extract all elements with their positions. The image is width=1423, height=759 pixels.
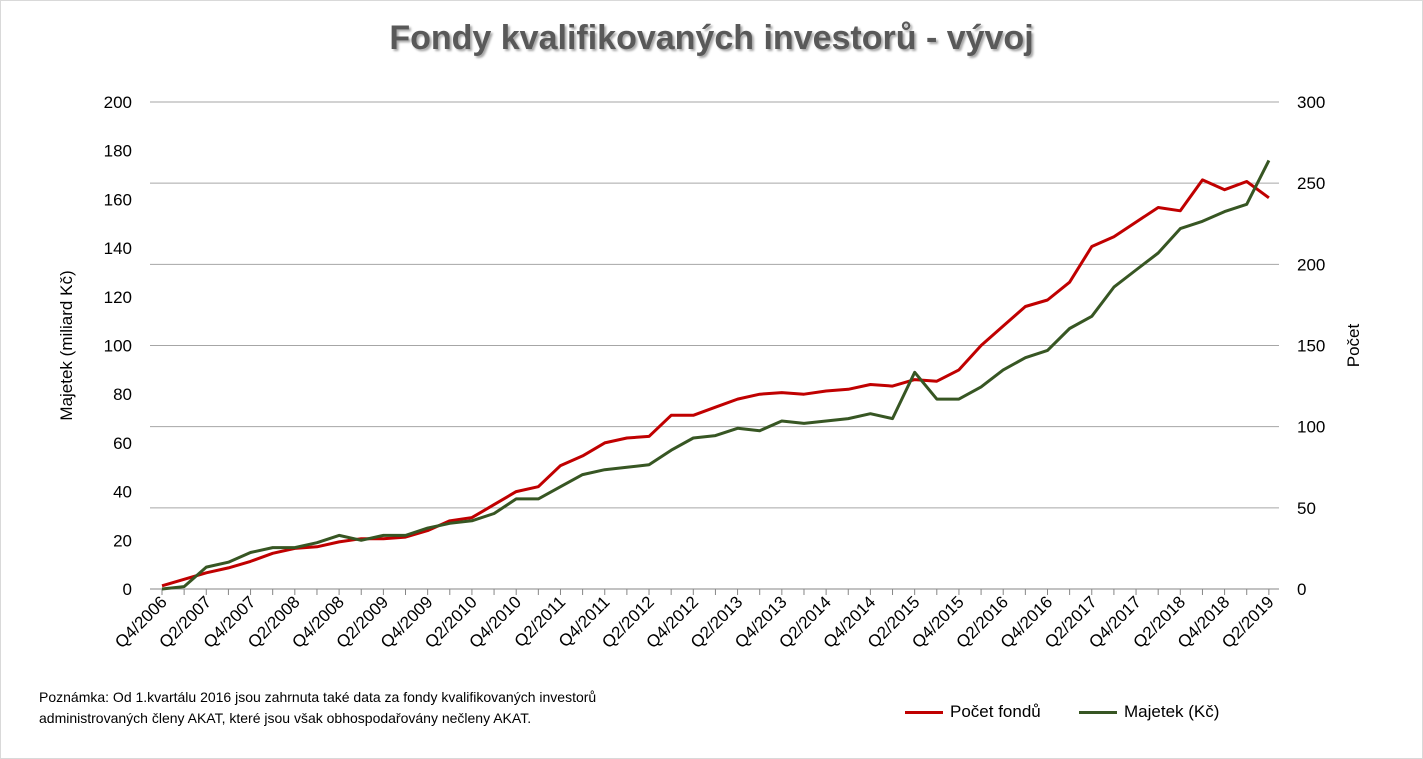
- footnote-line-2: administrovaných členy AKAT, které jsou …: [39, 710, 532, 726]
- y2-tick-label: 150: [1297, 337, 1325, 356]
- legend-label-count: Počet fondů: [950, 702, 1041, 721]
- legend-item-assets: Majetek (Kč): [1079, 702, 1219, 722]
- y-tick-label: 200: [104, 93, 132, 112]
- legend-label-assets: Majetek (Kč): [1124, 702, 1220, 721]
- y2-axis-title: Počet: [1344, 323, 1363, 367]
- y-tick-label: 140: [104, 239, 132, 258]
- y-tick-label: 160: [104, 190, 132, 209]
- y2-tick-label: 100: [1297, 418, 1325, 437]
- y-tick-label: 100: [104, 337, 132, 356]
- y-tick-label: 40: [113, 483, 132, 502]
- y2-tick-label: 200: [1297, 255, 1325, 274]
- y-tick-label: 60: [113, 434, 132, 453]
- y2-tick-label: 300: [1297, 93, 1325, 112]
- y-tick-label: 80: [113, 385, 132, 404]
- y-tick-label: 0: [123, 580, 132, 599]
- y-axis-title: Majetek (miliard Kč): [57, 270, 76, 420]
- y-tick-label: 20: [113, 531, 132, 550]
- series-line-count: [161, 178, 1270, 588]
- footnote: Poznámka: Od 1.kvartálu 2016 jsou zahrnu…: [39, 687, 679, 729]
- series-line-assets: [161, 159, 1271, 591]
- chart-title: Fondy kvalifikovaných investorů - vývoj: [389, 19, 1034, 57]
- y-tick-label: 120: [104, 288, 132, 307]
- legend-swatch-assets: [1079, 711, 1117, 715]
- y2-tick-label: 50: [1297, 499, 1316, 518]
- legend-swatch-count: [905, 711, 943, 715]
- y2-tick-label: 250: [1297, 174, 1325, 193]
- legend-item-count: Počet fondů: [905, 702, 1041, 722]
- y-tick-label: 180: [104, 142, 132, 161]
- footnote-line-1: Poznámka: Od 1.kvartálu 2016 jsou zahrnu…: [39, 689, 597, 705]
- y2-tick-label: 0: [1297, 580, 1306, 599]
